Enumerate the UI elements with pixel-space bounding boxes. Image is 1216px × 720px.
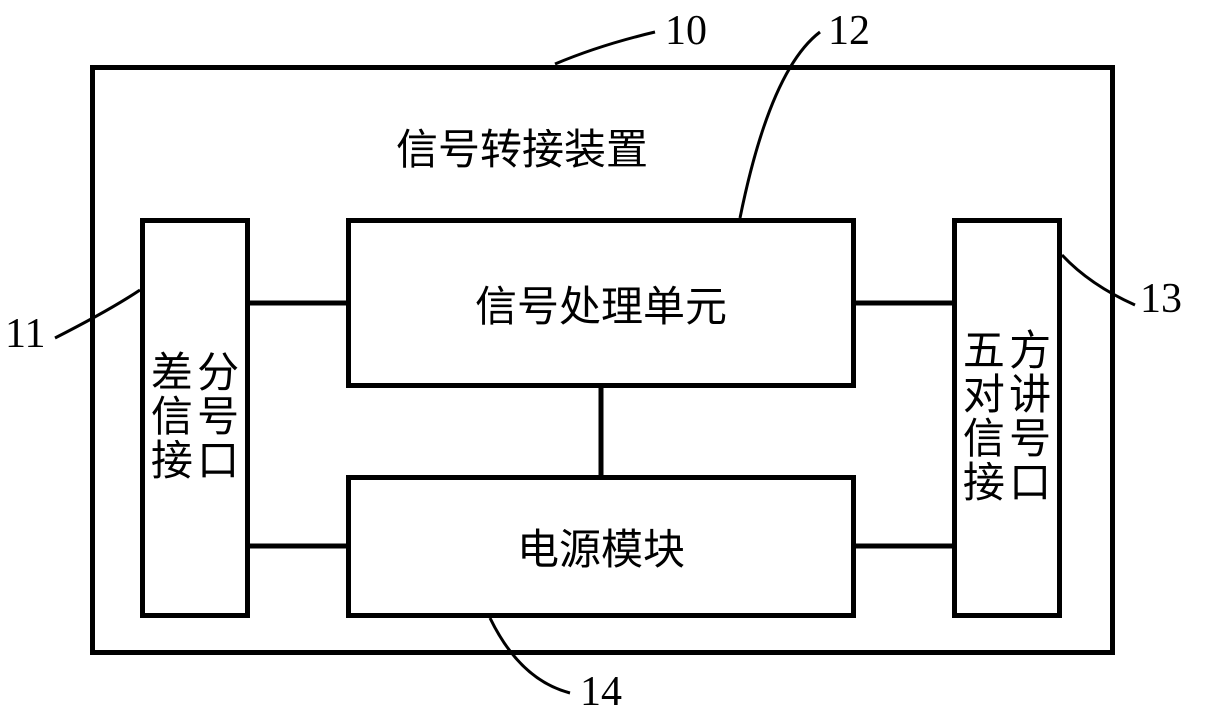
node-power-module: 电源模块 — [346, 475, 856, 618]
node-differential-interface: 差信接 分号口 — [140, 218, 250, 618]
node-signal-processing: 信号处理单元 — [346, 218, 856, 388]
outer-title: 信号转接装置 — [396, 116, 648, 177]
node-intercom-interface-label: 五对信接 方讲号口 — [963, 330, 1051, 506]
callout-14: 14 — [580, 668, 622, 716]
node-power-module-label: 电源模块 — [517, 516, 685, 577]
node-intercom-interface: 五对信接 方讲号口 — [952, 218, 1062, 618]
callout-10: 10 — [665, 7, 707, 55]
callout-13: 13 — [1140, 275, 1182, 323]
diagram-canvas: 信号转接装置 差信接 分号口 信号处理单元 电源模块 五对信接 方讲号口 10 … — [0, 0, 1216, 720]
callout-11: 11 — [5, 310, 45, 358]
node-differential-interface-label: 差信接 分号口 — [151, 352, 239, 484]
node-signal-processing-label: 信号处理单元 — [475, 273, 727, 334]
callout-12: 12 — [828, 7, 870, 55]
